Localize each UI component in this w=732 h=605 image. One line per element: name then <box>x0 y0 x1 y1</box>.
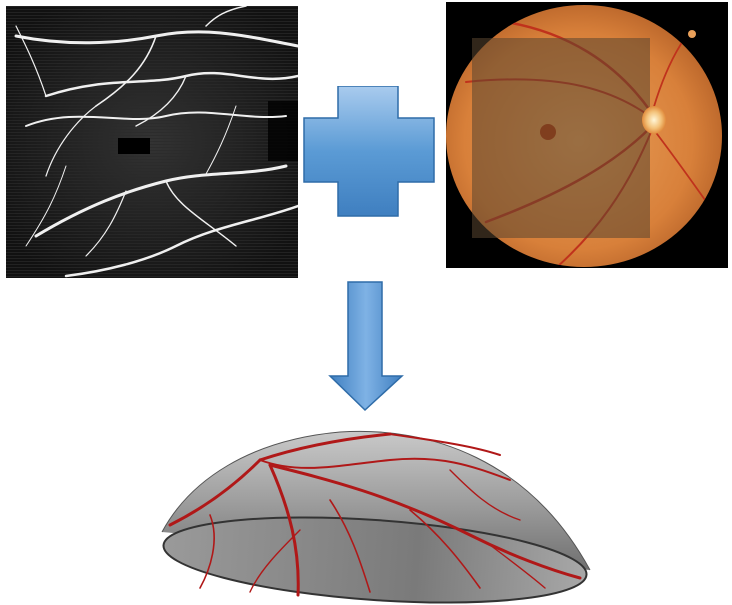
fovea-spot <box>540 124 556 140</box>
oct-vessel-map <box>6 6 298 278</box>
fundus-retina <box>446 5 722 267</box>
plus-icon <box>302 86 436 220</box>
optic-disc <box>642 106 666 134</box>
oct-overlay-region <box>472 38 650 238</box>
fundus-photo-image <box>446 2 728 268</box>
down-arrow-icon <box>326 280 406 414</box>
retina-3d-model-image <box>150 420 610 605</box>
oct-angiogram-image <box>6 6 298 278</box>
